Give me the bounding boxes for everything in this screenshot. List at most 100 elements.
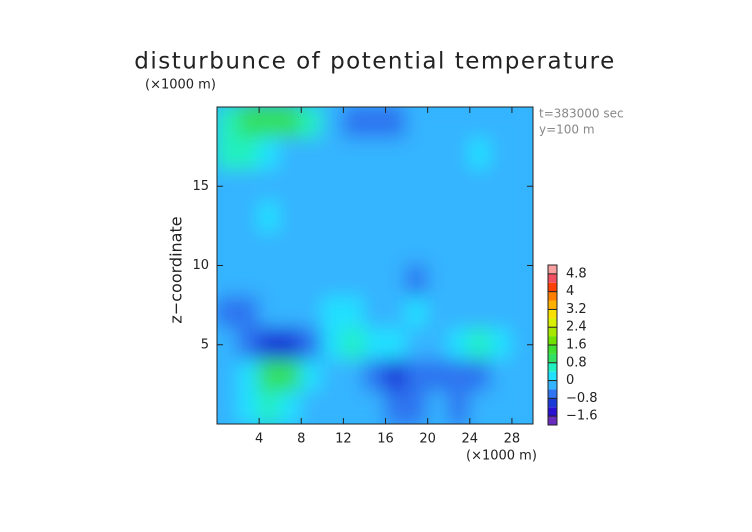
cell bbox=[510, 359, 533, 394]
cell bbox=[279, 391, 303, 424]
cell bbox=[510, 327, 533, 362]
cell bbox=[447, 107, 471, 140]
cell bbox=[510, 296, 533, 330]
cell bbox=[489, 169, 513, 204]
cell bbox=[342, 137, 366, 172]
cell bbox=[384, 264, 408, 299]
cell bbox=[342, 264, 366, 299]
cell bbox=[426, 232, 450, 267]
cell bbox=[426, 327, 450, 362]
cell bbox=[300, 201, 324, 235]
cell bbox=[384, 232, 408, 267]
cell bbox=[426, 296, 450, 330]
colorbar-band bbox=[548, 398, 557, 408]
colorbar-tick-label: 0.8 bbox=[566, 355, 587, 370]
x-tick-label: 12 bbox=[335, 432, 352, 447]
cell bbox=[258, 327, 282, 362]
colorbar-tick-label: 3.2 bbox=[566, 302, 587, 317]
cell bbox=[279, 327, 303, 362]
colorbar-band bbox=[548, 380, 557, 390]
colorbar-band bbox=[548, 300, 557, 310]
cell bbox=[237, 232, 261, 267]
cell bbox=[321, 359, 345, 394]
cell bbox=[258, 264, 282, 299]
cell bbox=[258, 201, 282, 235]
cell bbox=[321, 201, 345, 235]
cell bbox=[217, 107, 240, 140]
colorbar-tick-label: 2.4 bbox=[566, 320, 587, 335]
colorbar-band bbox=[548, 362, 557, 372]
cell bbox=[447, 359, 471, 394]
colorbar-band bbox=[548, 273, 557, 283]
cell bbox=[300, 232, 324, 267]
cell bbox=[217, 296, 240, 330]
colorbar-band bbox=[548, 371, 557, 381]
colorbar-band bbox=[548, 282, 557, 292]
cell bbox=[384, 169, 408, 204]
cell bbox=[237, 107, 261, 140]
cell bbox=[258, 296, 282, 330]
cell bbox=[405, 201, 429, 235]
cell bbox=[363, 296, 387, 330]
cell bbox=[489, 137, 513, 172]
cell bbox=[426, 359, 450, 394]
x-tick-label: 20 bbox=[419, 432, 436, 447]
cell bbox=[342, 201, 366, 235]
cell bbox=[321, 169, 345, 204]
y-tick-label: 15 bbox=[192, 179, 209, 194]
cell bbox=[342, 296, 366, 330]
cell bbox=[258, 137, 282, 172]
cell bbox=[468, 264, 492, 299]
cell bbox=[384, 391, 408, 424]
cell bbox=[447, 296, 471, 330]
cell bbox=[237, 391, 261, 424]
cell bbox=[300, 296, 324, 330]
y-tick-label: 5 bbox=[201, 337, 209, 352]
colorbar-band bbox=[548, 327, 557, 337]
cell bbox=[489, 264, 513, 299]
cell bbox=[426, 391, 450, 424]
cell bbox=[363, 327, 387, 362]
cell bbox=[321, 107, 345, 140]
cell bbox=[384, 327, 408, 362]
colorbar-tick-label: 4.8 bbox=[566, 266, 587, 281]
cell bbox=[217, 264, 240, 299]
field bbox=[217, 107, 533, 424]
cell bbox=[363, 137, 387, 172]
cell bbox=[489, 296, 513, 330]
cell bbox=[217, 359, 240, 394]
cell bbox=[384, 296, 408, 330]
cell bbox=[342, 107, 366, 140]
cell bbox=[258, 391, 282, 424]
cell bbox=[510, 391, 533, 424]
cell bbox=[342, 327, 366, 362]
cell bbox=[447, 201, 471, 235]
cell bbox=[384, 359, 408, 394]
cell bbox=[258, 359, 282, 394]
cell bbox=[217, 201, 240, 235]
cell bbox=[468, 107, 492, 140]
colorbar-tick-label: 0 bbox=[566, 373, 574, 388]
cell bbox=[489, 201, 513, 235]
cell bbox=[447, 327, 471, 362]
cell bbox=[468, 391, 492, 424]
cell bbox=[237, 264, 261, 299]
colorbar-band bbox=[548, 309, 557, 319]
colorbar-tick-label: −0.8 bbox=[566, 391, 598, 406]
cell bbox=[510, 264, 533, 299]
colorbar-band bbox=[548, 353, 557, 363]
cell bbox=[510, 107, 533, 140]
cell bbox=[237, 327, 261, 362]
colorbar-band bbox=[548, 291, 557, 301]
cell bbox=[363, 169, 387, 204]
cell bbox=[279, 169, 303, 204]
cell bbox=[279, 296, 303, 330]
cell bbox=[300, 391, 324, 424]
cell bbox=[321, 232, 345, 267]
cell bbox=[405, 137, 429, 172]
cell bbox=[426, 137, 450, 172]
cell bbox=[405, 391, 429, 424]
cell bbox=[447, 169, 471, 204]
cell bbox=[237, 137, 261, 172]
